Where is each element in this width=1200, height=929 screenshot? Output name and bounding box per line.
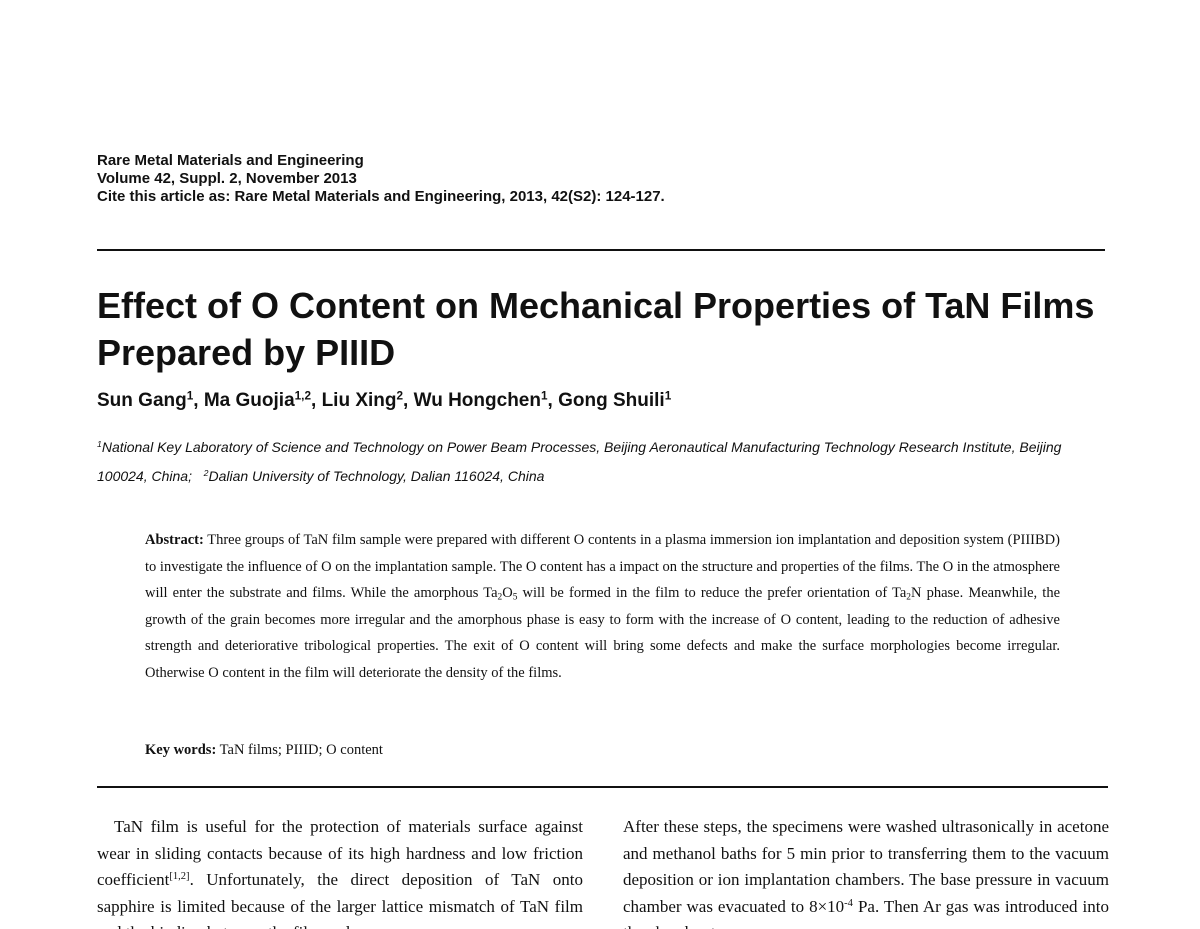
affiliation: Dalian University of Technology, Dalian … (208, 468, 545, 484)
paper-title: Effect of O Content on Mechanical Proper… (97, 285, 1095, 373)
abstract: Abstract: Three groups of TaN film sampl… (145, 527, 1060, 686)
subscript: 5 (512, 592, 518, 603)
abstract-label: Abstract: (145, 532, 204, 548)
abstract-text: O (502, 585, 513, 601)
author-name: Gong Shuili (558, 390, 665, 411)
subscript: 2 (497, 592, 503, 603)
body-column-left: TaN film is useful for the protection of… (97, 814, 583, 929)
author-sup: 1 (540, 389, 548, 403)
body-text: Pa. Then Ar gas was introduced into the … (623, 896, 1109, 929)
body-text: . Unfortunately, the direct deposition o… (97, 870, 583, 929)
keywords-label: Key words: (145, 742, 217, 758)
author: Wu Hongchen1 (414, 390, 558, 411)
author-sup: 1 (186, 389, 194, 403)
author: Liu Xing2 (322, 390, 414, 411)
affiliation: National Key Laboratory of Science and T… (97, 439, 1062, 484)
keywords-text: TaN films; PIIID; O content (219, 742, 383, 758)
volume: Volume 42, Suppl. 2, November 2013 (97, 170, 357, 187)
superscript: -4 (844, 897, 853, 909)
abstract-text: will be formed in the film to reduce the… (517, 585, 907, 601)
affiliation-sup: 2 (203, 468, 209, 479)
body-text: TaN film is useful for the protection of… (97, 817, 583, 889)
affiliation-sup: 1 (97, 439, 102, 450)
citation: Cite this article as: Rare Metal Materia… (97, 188, 665, 205)
author: Sun Gang1 (97, 390, 204, 411)
author-sup: 2 (396, 389, 404, 403)
keywords: Key words: TaN films; PIIID; O content (145, 742, 383, 759)
header-rule (97, 249, 1105, 251)
author: Ma Guojia1,2 (204, 390, 322, 411)
authors: Sun Gang1 Ma Guojia1,2 Liu Xing2 Wu Hong… (97, 390, 671, 412)
body-column-right: After these steps, the specimens were wa… (623, 814, 1109, 929)
subscript: 2 (906, 592, 911, 603)
abstract-text: N phase. Meanwhile, the growth of the gr… (145, 585, 1060, 681)
author-name: Sun Gang (97, 390, 187, 411)
journal-name: Rare Metal Materials and Engineering (97, 152, 364, 169)
abstract-rule (97, 786, 1108, 788)
author-name: Ma Guojia (203, 390, 295, 411)
author-sup: 1 (664, 389, 672, 403)
author-sup: 1,2 (294, 389, 311, 403)
affiliations: 1National Key Laboratory of Science and … (97, 433, 1107, 491)
abstract-text: Three groups of TaN film sample were pre… (145, 532, 1060, 601)
citation-ref: [1,2] (169, 871, 190, 883)
author-name: Wu Hongchen (413, 390, 541, 411)
body-text: After these steps, the specimens were wa… (623, 817, 1109, 916)
author: Gong Shuili1 (558, 390, 671, 411)
author-name: Liu Xing (321, 390, 397, 411)
journal-header: Rare Metal Materials and Engineering Vol… (97, 152, 665, 206)
